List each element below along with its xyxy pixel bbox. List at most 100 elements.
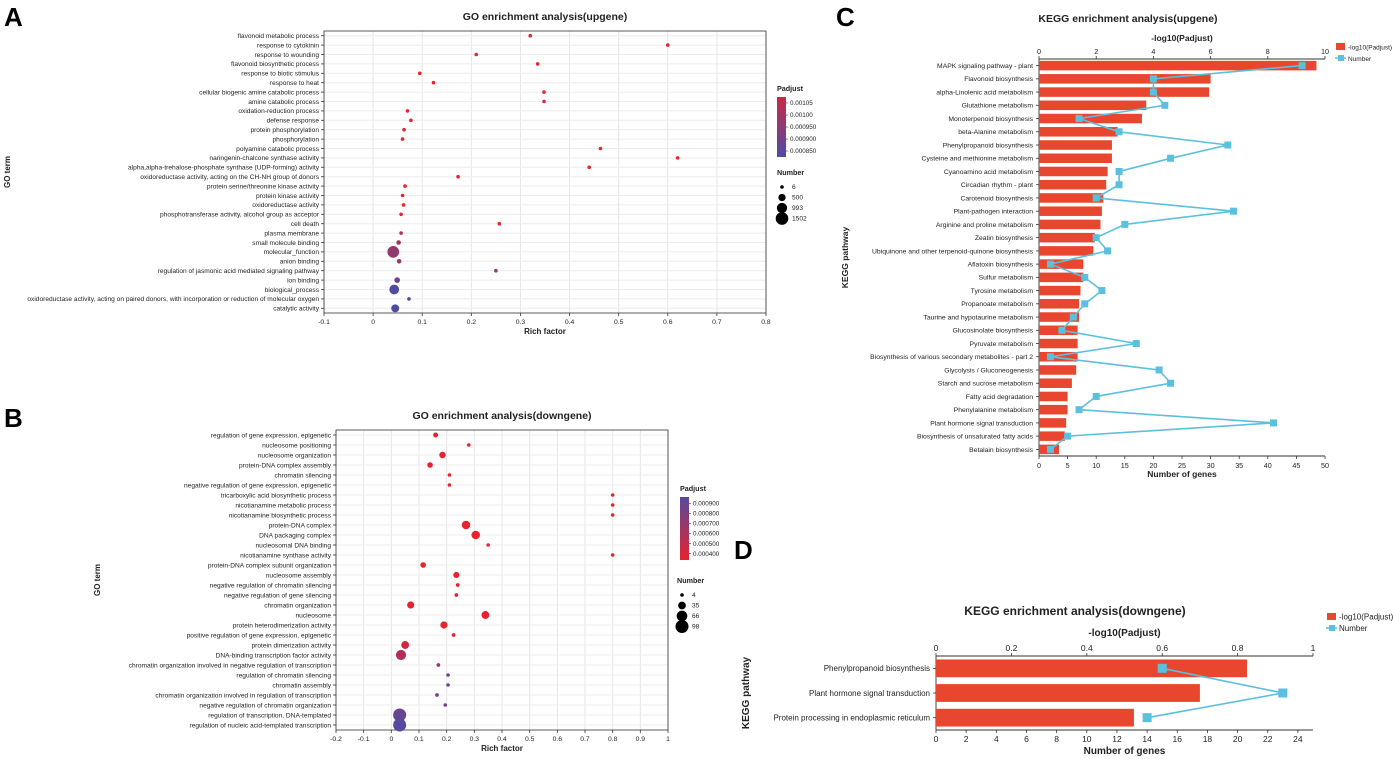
bar <box>1039 113 1142 124</box>
y-axis-label: GO term <box>93 564 102 596</box>
number-marker <box>1081 273 1089 281</box>
number-marker <box>1081 300 1089 308</box>
number-marker <box>1075 115 1083 123</box>
bottom-tick-label: 5 <box>1066 461 1070 470</box>
legend-swatch-bar <box>1336 43 1345 50</box>
go-term-label: nucleosome assembly <box>266 572 332 579</box>
number-marker <box>1115 167 1123 175</box>
legend-title-number: Number <box>677 576 704 585</box>
x-tick-label: 0.5 <box>525 736 535 743</box>
bar <box>1039 140 1112 150</box>
go-term-label: plasma membrane <box>264 230 319 237</box>
go-term-label: chromatin organization involved in regul… <box>155 692 331 699</box>
legend-size-dot <box>776 202 788 214</box>
data-point <box>446 683 450 687</box>
pathway-label: Plant-pathogen interaction <box>954 209 1034 216</box>
data-point <box>394 277 400 283</box>
legend-label-number: Number <box>1348 56 1372 63</box>
number-marker <box>1064 432 1072 440</box>
data-point <box>401 203 406 207</box>
top-tick-label: 0 <box>1037 47 1041 56</box>
legend-size-dot <box>676 610 688 622</box>
data-point <box>610 513 615 517</box>
bar <box>1039 232 1095 243</box>
pathway-label: Monoterpenoid biosynthesis <box>948 116 1033 123</box>
go-term-label: protein heterodimerization activity <box>233 622 332 629</box>
data-point <box>436 663 441 667</box>
bottom-tick-label: 10 <box>1092 461 1100 470</box>
bar <box>1039 74 1211 84</box>
legend-tick-label: 0.000900 <box>693 501 720 508</box>
x-tick-label: 0 <box>389 736 393 743</box>
bar <box>1039 219 1101 230</box>
number-marker <box>1155 366 1163 374</box>
top-tick-label: 8 <box>1266 47 1270 56</box>
bottom-tick-label: 18 <box>1203 734 1213 744</box>
legend-title-padjust: Padjust <box>680 484 707 493</box>
data-point <box>446 673 450 677</box>
bar <box>1039 404 1068 415</box>
data-point <box>396 240 401 245</box>
pathway-label: Glutathione metabolism <box>962 103 1034 110</box>
bar <box>1039 418 1067 428</box>
number-marker <box>1115 128 1123 136</box>
go-term-label: DNA-binding transcription factor activit… <box>216 652 332 659</box>
pathway-label: Protein processing in endoplasmic reticu… <box>773 713 930 722</box>
top-axis-label: -log10(Padjust) <box>1151 33 1213 43</box>
x-tick-label: 0.7 <box>580 736 590 743</box>
go-term-label: chromatin organization <box>264 602 331 609</box>
bottom-tick-label: 2 <box>964 734 969 744</box>
legend-tick-label: 0.000500 <box>693 541 720 548</box>
number-marker <box>1142 713 1152 723</box>
pathway-label: Cysteine and methionine metabolism <box>922 156 1034 163</box>
pathway-label: Tyrosine metabolism <box>971 288 1034 295</box>
pathway-label: Glucosinolate biosynthesis <box>953 328 1034 335</box>
go-term-label: protein-DNA complex subunit organization <box>208 562 331 569</box>
bar <box>1039 431 1065 441</box>
number-marker <box>1092 392 1100 400</box>
legend-size-dot <box>778 193 786 202</box>
go-term-label: regulation of transcription, DNA-templat… <box>208 712 331 719</box>
kegg-chart-d: KEGG enrichment analysis(downgene) -log10… <box>741 604 1393 757</box>
bottom-tick-label: 40 <box>1264 461 1272 470</box>
data-point <box>471 530 480 540</box>
legend-swatch-number <box>1329 625 1335 631</box>
bottom-tick-label: 24 <box>1293 734 1303 744</box>
go-term-label: nucleosome organization <box>258 452 332 459</box>
number-marker <box>1046 260 1054 268</box>
bar <box>1039 391 1068 402</box>
go-term-label: negative regulation of gene silencing <box>224 592 331 599</box>
legend-label-bar: -log10(Padjust) <box>1348 45 1392 52</box>
bottom-tick-label: 20 <box>1149 461 1157 470</box>
pathway-label: Pyruvate metabolism <box>970 341 1034 348</box>
chart-title: GO enrichment analysis(downgene) <box>412 410 591 422</box>
bar <box>1039 246 1094 256</box>
data-point <box>420 562 426 568</box>
bar <box>1039 272 1084 283</box>
legend-label-number: Number <box>1339 624 1368 633</box>
legend-size-label: 98 <box>692 624 700 631</box>
bar <box>1039 299 1080 309</box>
data-point <box>451 633 456 637</box>
data-point <box>456 174 460 179</box>
legend-tick-label: 0.000400 <box>693 551 720 558</box>
legend-size-label: 4 <box>692 592 696 599</box>
data-point <box>395 649 407 661</box>
pathway-label: Phenylpropanoid biosynthesis <box>824 664 930 673</box>
data-point <box>494 268 498 273</box>
data-point <box>454 593 459 597</box>
number-marker <box>1075 406 1083 414</box>
go-term-label: negative regulation of chromatin organiz… <box>199 702 331 709</box>
go-term-label: nucleosomal DNA binding <box>255 542 331 549</box>
x-axis-label: Number of genes <box>1084 746 1166 757</box>
number-series-line <box>1047 64 1303 451</box>
data-point <box>401 641 410 649</box>
legend-title-number: Number <box>777 168 804 177</box>
go-term-label: phosphotransferase activity, alcohol gro… <box>160 212 320 219</box>
bottom-tick-label: 50 <box>1321 461 1329 470</box>
pathway-label: Plant hormone signal transduction <box>930 420 1033 427</box>
x-tick-label: 0.3 <box>516 319 526 326</box>
data-point <box>407 601 415 609</box>
top-tick-label: 1 <box>1311 643 1316 653</box>
